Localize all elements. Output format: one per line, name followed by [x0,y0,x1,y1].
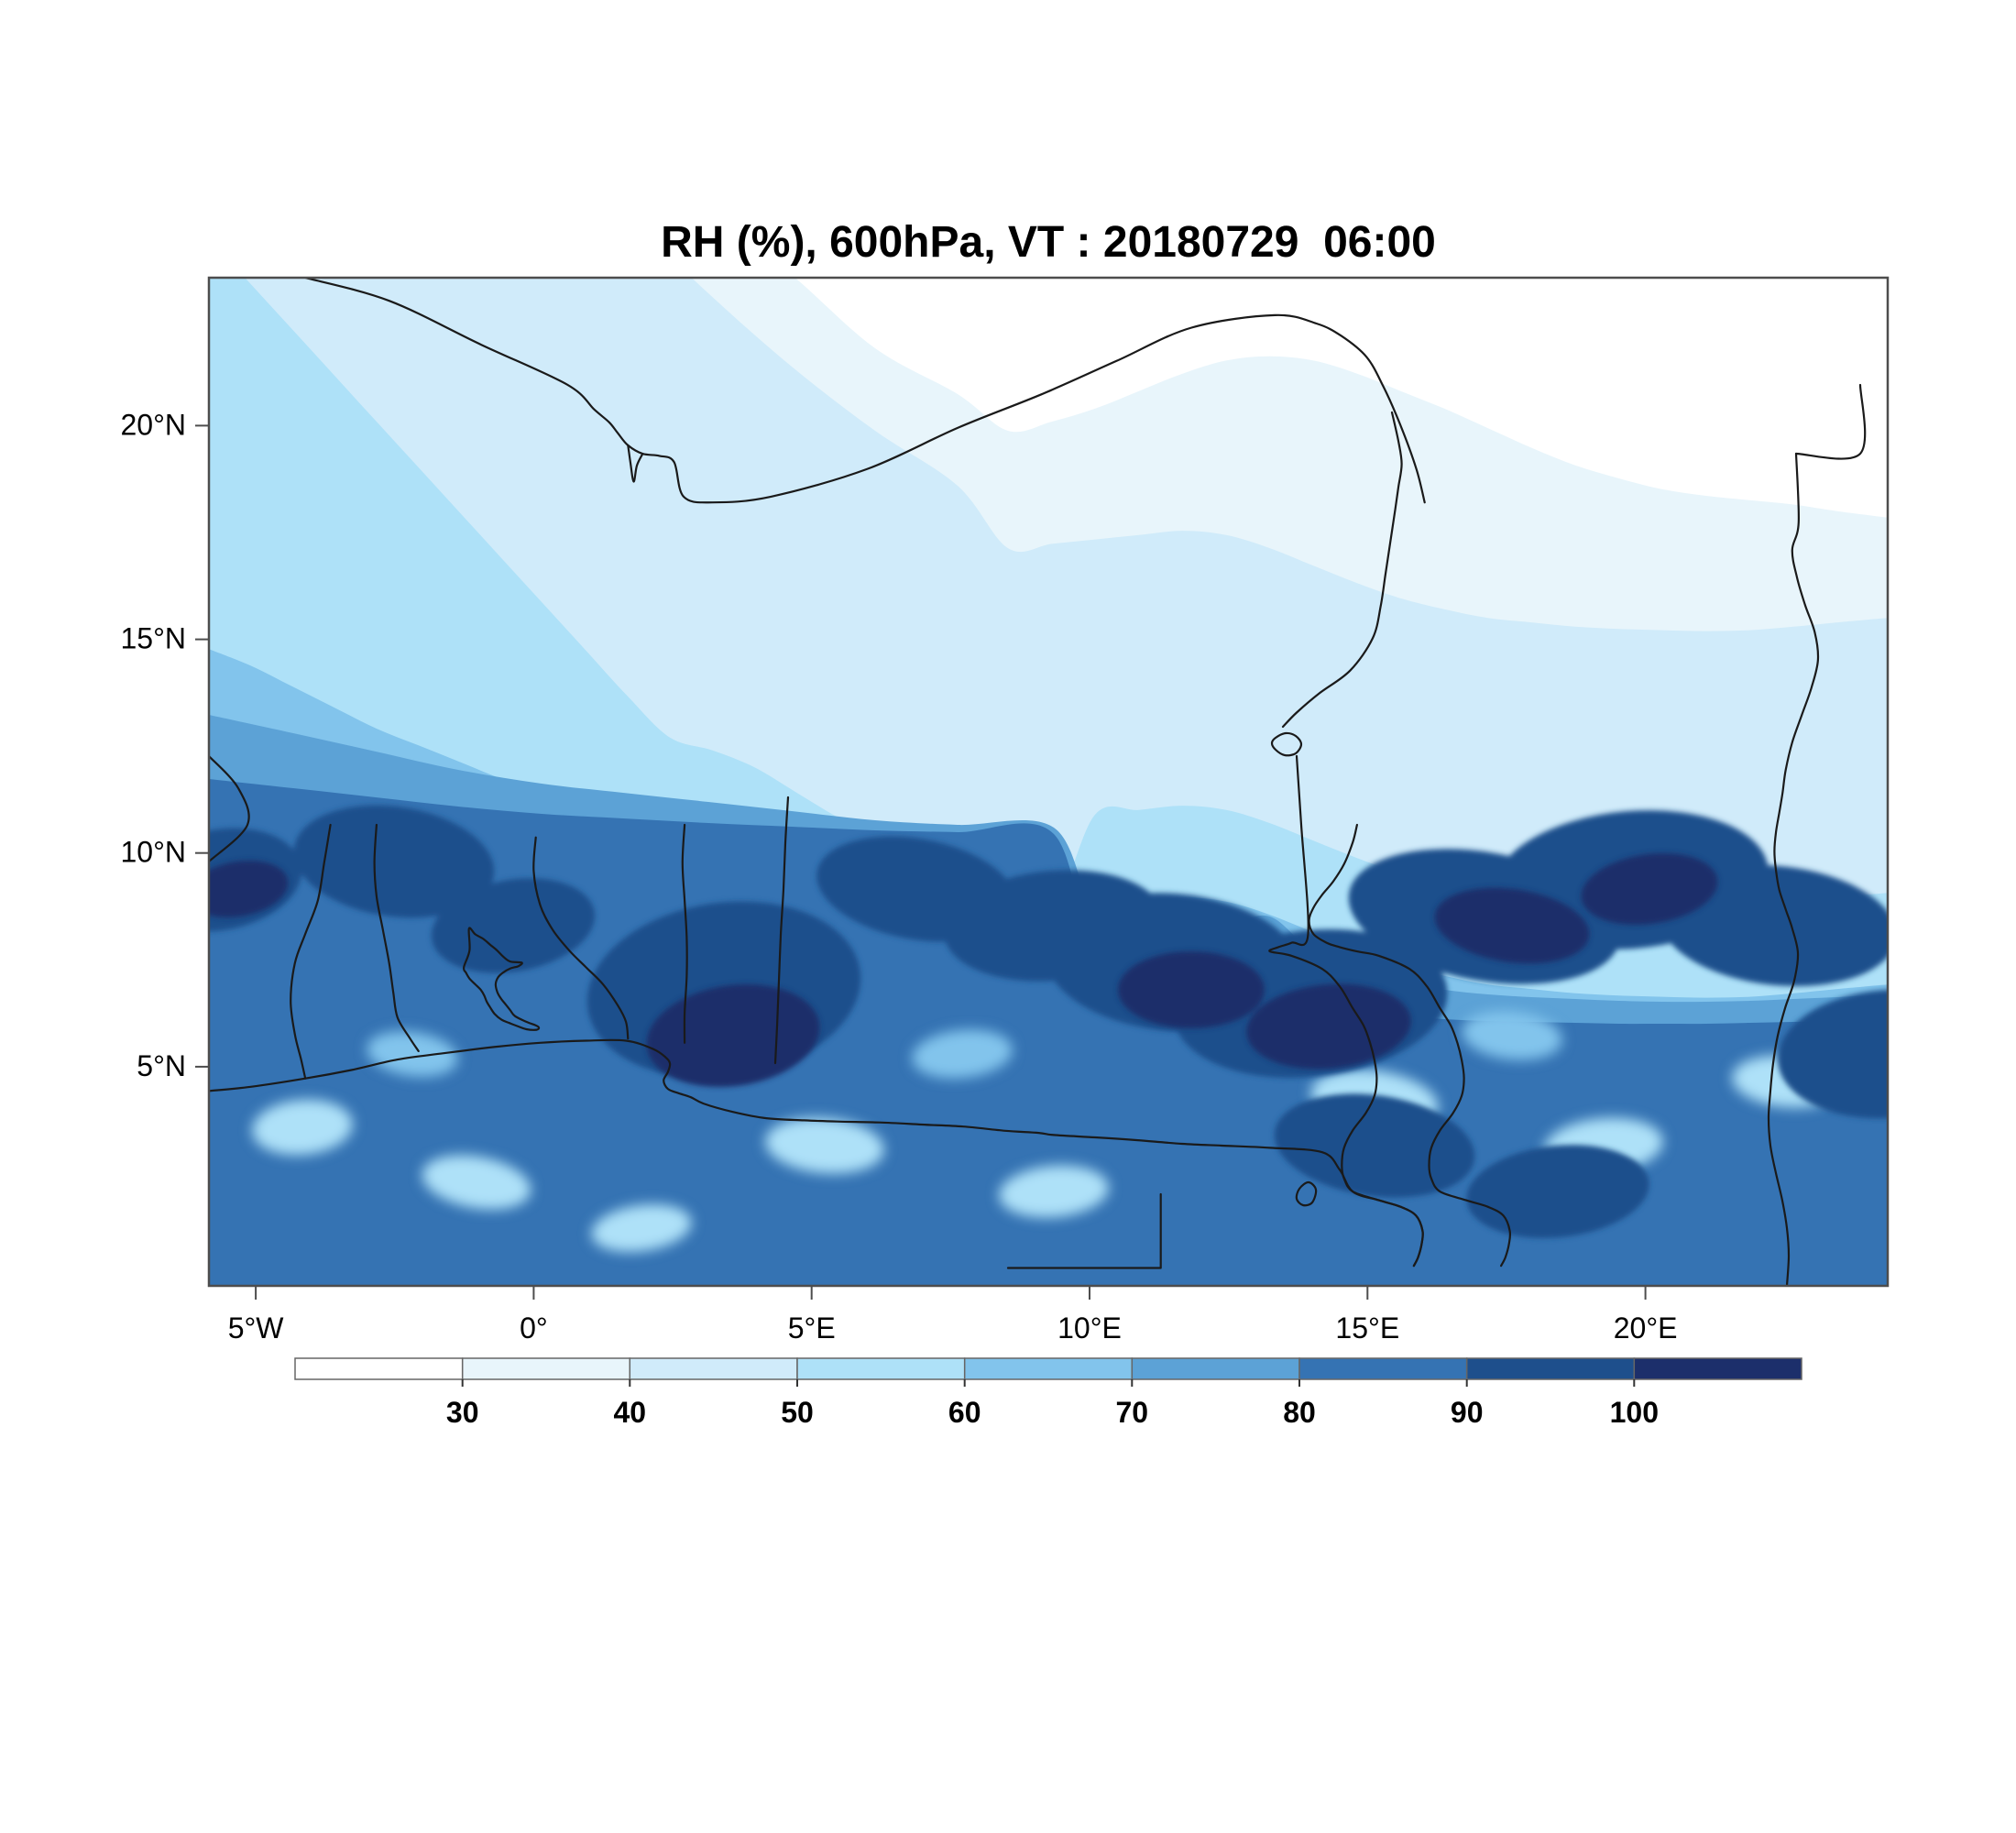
svg-text:90: 90 [1451,1396,1484,1429]
svg-text:40: 40 [614,1396,647,1429]
svg-text:15°N: 15°N [121,622,187,655]
svg-text:15°E: 15°E [1335,1312,1399,1345]
svg-text:30: 30 [446,1396,479,1429]
svg-text:RH (%), 600hPa, VT : 20180729: RH (%), 600hPa, VT : 20180729 06:00 [661,218,1436,267]
svg-text:50: 50 [781,1396,814,1429]
svg-text:70: 70 [1116,1396,1149,1429]
svg-text:80: 80 [1283,1396,1316,1429]
svg-text:5°N: 5°N [137,1049,186,1082]
svg-text:10°E: 10°E [1057,1312,1122,1345]
svg-text:20°N: 20°N [121,408,187,441]
svg-text:5°W: 5°W [228,1312,285,1345]
svg-text:60: 60 [948,1396,981,1429]
svg-text:5°E: 5°E [788,1312,836,1345]
svg-text:10°N: 10°N [121,836,187,869]
svg-text:0°: 0° [520,1312,548,1345]
svg-text:100: 100 [1610,1396,1659,1429]
svg-text:20°E: 20°E [1614,1312,1678,1345]
